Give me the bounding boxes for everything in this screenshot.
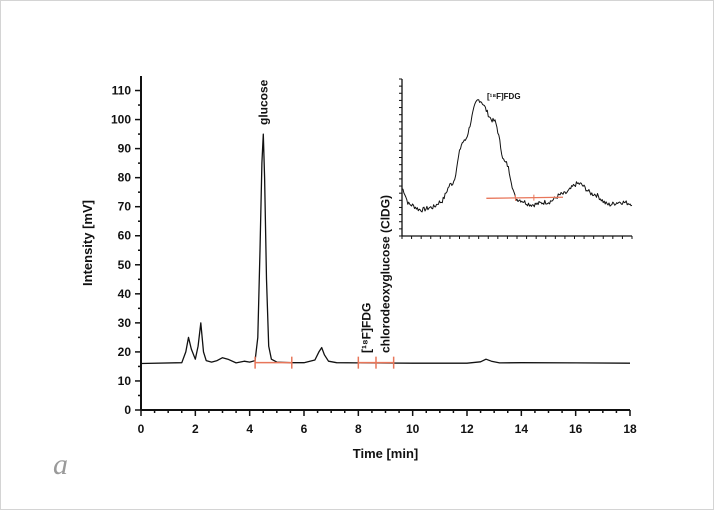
main-chart: 0 10 20 30 40 50 60 70 80 90 100 110 0 2 4 6 8 10 12 14 16 18…: [53, 76, 637, 481]
x-tick-label: 12: [460, 422, 474, 436]
peak-label: glucose: [256, 79, 270, 125]
x-tick-label: 18: [623, 422, 637, 436]
y-tick-label: 50: [118, 258, 132, 272]
y-tick-label: 20: [118, 345, 132, 359]
peak-label: [¹⁸F]FDG: [359, 303, 373, 353]
panel-letter: a: [53, 448, 68, 481]
x-tick-label: 2: [192, 422, 199, 436]
y-tick-label: 10: [118, 374, 132, 388]
y-tick-label: 80: [118, 171, 132, 185]
inset-chart: [¹⁸F]FDG: [399, 78, 633, 239]
y-axis-title: Intensity [mV]: [80, 200, 95, 286]
x-tick-label: 8: [355, 422, 362, 436]
x-tick-label: 6: [301, 422, 308, 436]
x-tick-label: 4: [246, 422, 253, 436]
y-tick-label: 100: [111, 113, 131, 127]
y-tick-label: 110: [112, 84, 132, 98]
peak-label: chlorodeoxyglucose (ClDG): [379, 195, 393, 353]
x-tick-label: 16: [569, 422, 583, 436]
x-tick-label: 0: [138, 422, 145, 436]
inset-trace: [401, 99, 633, 213]
y-tick-label: 30: [118, 316, 132, 330]
inset-integration-baseline: [486, 196, 564, 199]
x-axis-title: Time [min]: [353, 446, 419, 461]
y-tick-label: 70: [118, 200, 132, 214]
y-tick-label: 60: [118, 229, 132, 243]
y-tick-label: 0: [124, 403, 131, 417]
x-tick-label: 10: [406, 422, 420, 436]
inset-peak-label: [¹⁸F]FDG: [487, 92, 521, 101]
x-tick-label: 14: [515, 422, 529, 436]
y-tick-label: 40: [118, 287, 132, 301]
chromatogram-trace: [140, 133, 631, 365]
y-tick-label: 90: [118, 142, 132, 156]
